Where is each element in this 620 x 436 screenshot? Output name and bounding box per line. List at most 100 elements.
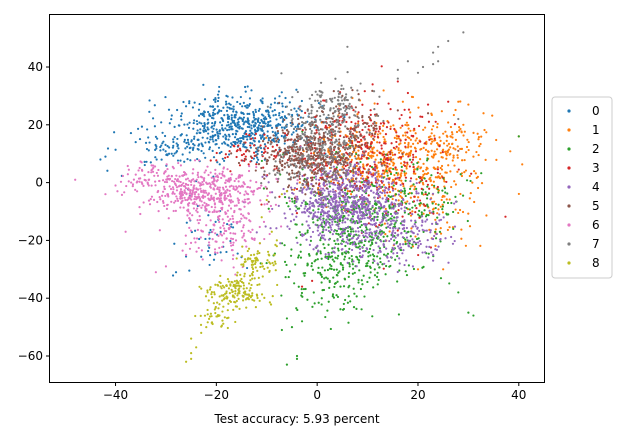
point-series-0 [192,142,195,146]
point-series-6 [247,197,250,201]
point-series-5 [270,153,273,156]
point-series-4 [396,216,399,219]
point-series-2 [335,273,338,277]
point-series-0 [140,125,144,128]
point-series-7 [318,156,321,159]
point-series-2 [426,185,429,188]
point-series-6 [172,209,175,213]
point-series-4 [374,177,377,180]
point-series-4 [384,239,387,242]
point-series-2 [280,242,284,245]
point-series-1 [478,145,481,148]
point-series-2 [299,243,302,246]
point-series-6 [207,233,210,236]
point-series-6 [232,185,235,188]
point-series-4 [316,229,319,232]
point-series-1 [473,200,476,204]
point-series-4 [329,224,332,227]
point-series-2 [352,220,356,223]
point-series-7 [310,103,313,107]
point-series-2 [405,202,408,205]
point-series-3 [266,147,270,150]
point-series-6 [241,174,244,177]
point-series-6 [216,174,219,177]
point-series-4 [332,200,335,203]
point-series-4 [384,216,387,219]
point-series-4 [391,227,395,230]
point-series-4 [346,217,349,220]
point-series-0 [208,263,211,267]
point-series-0 [216,99,220,103]
point-series-2 [354,233,358,236]
point-series-5 [291,172,294,175]
point-series-4 [396,176,399,179]
point-series-6 [241,200,244,203]
point-series-6 [150,171,153,174]
point-series-4 [369,185,372,188]
point-series-6 [199,187,202,190]
point-series-3 [339,134,342,138]
point-series-6 [214,206,217,209]
point-series-0 [256,156,259,159]
point-series-7 [318,132,321,135]
point-series-3 [380,144,383,147]
point-series-6 [243,198,246,201]
point-series-6 [150,195,154,198]
point-series-4 [308,243,311,246]
point-series-5 [291,121,294,124]
point-series-3 [382,153,385,156]
point-series-4 [401,236,404,239]
point-series-0 [194,229,197,232]
point-series-2 [347,275,350,278]
point-series-4 [301,191,304,194]
point-series-0 [252,139,255,142]
point-series-0 [154,156,157,159]
point-series-0 [246,138,249,141]
point-series-0 [257,126,260,129]
point-series-4 [379,233,383,236]
point-series-7 [319,103,322,106]
point-series-4 [340,184,343,187]
point-series-1 [374,158,377,161]
point-series-2 [362,274,365,277]
point-series-6 [213,251,217,254]
point-series-1 [382,124,385,128]
point-series-7 [280,72,283,75]
point-series-2 [339,263,342,266]
point-series-0 [176,145,179,148]
point-series-1 [445,139,448,142]
point-series-4 [352,184,355,187]
point-series-5 [324,158,327,161]
point-series-4 [444,237,447,240]
point-series-4 [324,203,327,206]
point-series-2 [330,251,333,254]
point-series-3 [357,173,360,176]
point-series-5 [291,149,295,153]
point-series-0 [203,125,206,128]
point-series-2 [410,192,413,195]
point-series-1 [440,168,444,171]
point-series-2 [295,354,299,358]
point-series-4 [373,259,376,263]
point-series-0 [225,103,228,106]
point-series-4 [424,220,427,223]
point-series-1 [483,128,486,132]
point-series-7 [347,146,350,149]
point-series-7 [307,155,311,159]
point-series-2 [349,242,352,245]
point-series-0 [254,150,258,154]
point-series-6 [198,199,202,202]
point-series-3 [370,181,373,184]
point-series-4 [324,223,327,227]
point-series-1 [367,153,370,157]
point-series-4 [271,207,274,211]
point-series-6 [162,190,165,193]
point-series-2 [373,202,376,206]
point-series-3 [224,153,227,156]
point-series-7 [311,143,314,146]
point-series-3 [364,150,367,153]
point-series-4 [358,221,361,224]
point-series-6 [179,164,182,167]
point-series-6 [189,241,193,244]
point-series-2 [280,328,283,332]
